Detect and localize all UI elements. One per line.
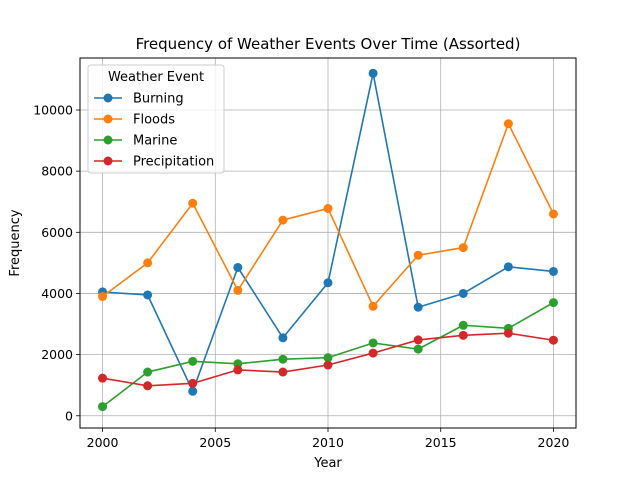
- data-point: [368, 338, 378, 348]
- series-precipitation: [98, 328, 558, 391]
- y-tick-label: 8000: [41, 164, 73, 179]
- data-point: [458, 330, 468, 340]
- data-point: [458, 288, 468, 298]
- data-point: [278, 215, 288, 225]
- data-point: [413, 302, 423, 312]
- legend-label: Marine: [133, 134, 177, 149]
- data-point: [368, 301, 378, 311]
- data-point: [143, 258, 153, 268]
- y-tick-label: 2000: [41, 347, 73, 362]
- data-point: [548, 335, 558, 345]
- data-point: [278, 354, 288, 364]
- series-layer: [98, 68, 558, 412]
- legend-entry-marine: Marine: [94, 134, 177, 149]
- data-point: [323, 203, 333, 213]
- data-point: [98, 402, 108, 412]
- data-point: [503, 119, 513, 129]
- data-point: [548, 209, 558, 219]
- x-tick-label: 2005: [199, 435, 231, 450]
- data-point: [188, 378, 198, 388]
- data-point: [143, 381, 153, 391]
- y-tick-label: 4000: [41, 286, 73, 301]
- x-axis-title: Year: [313, 456, 342, 471]
- data-point: [98, 373, 108, 383]
- data-point: [323, 278, 333, 288]
- legend-marker: [103, 93, 113, 103]
- data-point: [323, 360, 333, 370]
- legend: Weather Event Burning Floods Marine Precipi…: [87, 64, 225, 174]
- data-point: [233, 285, 243, 295]
- y-tick-label: 6000: [41, 225, 73, 240]
- data-point: [503, 328, 513, 338]
- data-point: [548, 266, 558, 276]
- data-point: [323, 353, 333, 363]
- data-point: [233, 365, 243, 375]
- data-point: [413, 344, 423, 354]
- legend-title: Weather Event: [108, 70, 204, 85]
- x-tick-label: 2020: [538, 435, 570, 450]
- data-point: [233, 262, 243, 272]
- data-point: [188, 198, 198, 208]
- data-point: [368, 68, 378, 78]
- data-point: [458, 320, 468, 330]
- chart-title: Frequency of Weather Events Over Time (A…: [136, 35, 521, 53]
- series-floods: [98, 119, 558, 311]
- legend-label: Burning: [133, 92, 184, 107]
- series-marine: [98, 298, 558, 412]
- data-point: [188, 386, 198, 396]
- legend-label: Floods: [133, 113, 175, 128]
- data-point: [413, 335, 423, 345]
- data-point: [503, 262, 513, 272]
- data-point: [278, 333, 288, 343]
- data-point: [458, 243, 468, 253]
- legend-entries: Burning Floods Marine Precipitation: [94, 92, 214, 170]
- data-point: [98, 292, 108, 302]
- y-tick-label: 10000: [33, 102, 73, 117]
- legend-marker: [103, 114, 113, 124]
- legend-box: [87, 64, 225, 174]
- x-tick-label: 2010: [312, 435, 344, 450]
- data-point: [368, 348, 378, 358]
- legend-marker: [103, 135, 113, 145]
- x-tick-label: 2000: [87, 435, 119, 450]
- x-tick-label: 2015: [425, 435, 457, 450]
- legend-label: Precipitation: [133, 155, 214, 170]
- y-axis-title: Frequency: [8, 209, 23, 276]
- legend-entry-precipitation: Precipitation: [94, 155, 214, 170]
- data-point: [143, 367, 153, 377]
- legend-entry-floods: Floods: [94, 113, 175, 128]
- legend-entry-burning: Burning: [94, 92, 184, 107]
- y-tick-label: 0: [65, 408, 73, 423]
- data-point: [548, 298, 558, 308]
- data-point: [143, 290, 153, 300]
- data-point: [188, 356, 198, 366]
- data-point: [413, 250, 423, 260]
- axis-ticks: 2000 2005 2010 2015 2020 0 2000 4000 6000 8000 100…: [33, 102, 569, 450]
- legend-marker: [103, 156, 113, 166]
- data-point: [278, 367, 288, 377]
- series-burning: [98, 68, 558, 396]
